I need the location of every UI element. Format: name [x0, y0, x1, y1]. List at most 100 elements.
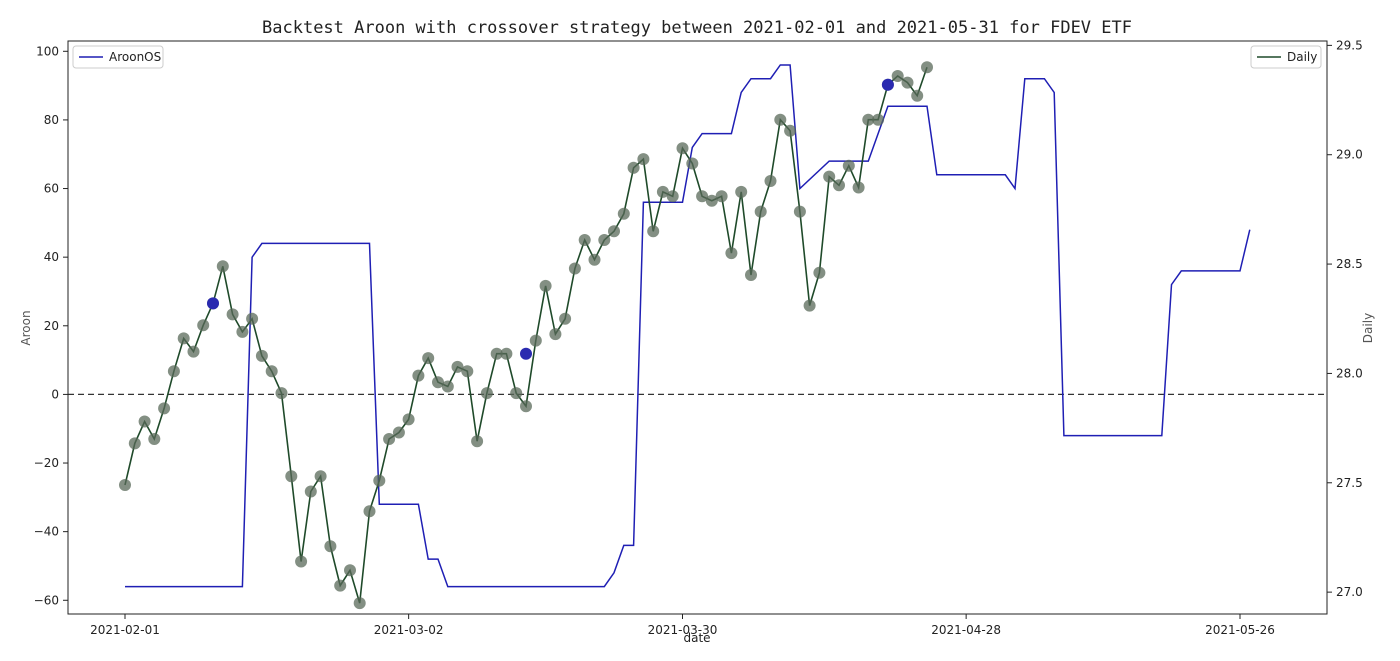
daily-point: [833, 179, 845, 192]
daily-series-layer: [119, 61, 933, 610]
daily-point: [745, 269, 757, 281]
daily-point: [451, 360, 464, 373]
daily-point: [128, 437, 141, 450]
daily-point: [764, 175, 777, 187]
daily-point: [813, 266, 826, 279]
daily-point: [598, 234, 611, 246]
daily-point: [314, 470, 327, 483]
y-right-tick-label: 29.5: [1336, 38, 1363, 52]
daily-point: [304, 485, 317, 498]
crossover-marker: [520, 347, 532, 360]
legend-right-box: [1250, 45, 1322, 69]
daily-point: [461, 365, 474, 378]
daily-point: [255, 349, 268, 362]
y-right-tick-label: 29.0: [1336, 148, 1363, 162]
crossover-marker: [881, 78, 894, 91]
daily-point: [823, 170, 836, 183]
daily-point: [549, 328, 562, 341]
daily-point: [852, 181, 865, 194]
daily-point: [373, 474, 386, 487]
y-right-tick-label: 27.5: [1336, 476, 1363, 490]
daily-point: [803, 299, 816, 312]
daily-point: [334, 579, 347, 592]
daily-point: [295, 555, 308, 568]
daily-point: [246, 312, 259, 325]
y-left-tick-label: −40: [34, 525, 59, 539]
daily-point: [148, 433, 161, 445]
legend-left-label: AroonOS: [109, 50, 161, 64]
x-axis-ticks: 2021-02-01 2021-03-02 2021-03-30 2021-04-28…: [90, 614, 1275, 637]
daily-point: [471, 435, 484, 448]
daily-point: [324, 540, 337, 553]
y-right-tick-label: 28.5: [1336, 257, 1363, 271]
daily-point: [529, 334, 542, 347]
daily-point: [275, 387, 288, 400]
daily-point: [236, 325, 249, 338]
daily-point: [735, 185, 748, 198]
daily-point: [754, 205, 767, 218]
daily-point: [842, 159, 855, 172]
daily-point: [432, 376, 444, 389]
daily-point: [187, 345, 200, 358]
crossover-marker: [207, 297, 219, 310]
y-left-tick-label: −20: [34, 456, 59, 470]
x-tick-label: 2021-05-26: [1205, 623, 1275, 637]
daily-point: [588, 253, 601, 266]
x-tick-label: 2021-04-28: [931, 623, 1001, 637]
daily-point: [119, 479, 131, 491]
daily-point: [872, 113, 885, 126]
aroon-series-line: [125, 64, 1251, 588]
daily-point: [363, 505, 376, 518]
y-right-axis-label: Daily: [1361, 313, 1375, 343]
y-left-axis-label: Aroon: [19, 310, 33, 345]
daily-point: [412, 369, 425, 382]
daily-point: [285, 470, 298, 483]
daily-point: [226, 308, 239, 321]
y-right-tick-label: 28.0: [1336, 366, 1363, 380]
daily-point: [686, 157, 699, 170]
y-right-tick-label: 27.0: [1336, 585, 1363, 599]
daily-point: [617, 207, 630, 220]
x-axis-label: date: [683, 631, 710, 645]
daily-point: [911, 89, 924, 102]
daily-point: [539, 279, 552, 292]
daily-point: [559, 312, 572, 325]
daily-point: [608, 225, 620, 238]
aroon-series-layer: [125, 64, 1251, 588]
daily-point: [725, 247, 738, 260]
daily-point: [784, 124, 797, 137]
daily-point: [568, 262, 581, 275]
daily-point: [500, 347, 513, 360]
daily-point: [216, 260, 229, 273]
daily-point: [177, 332, 190, 345]
daily-point: [480, 387, 493, 400]
x-tick-label: 2021-03-02: [374, 623, 444, 637]
daily-point: [715, 190, 728, 203]
crossover-marker-layer: [207, 78, 894, 360]
daily-point: [167, 365, 180, 378]
daily-point: [138, 415, 151, 428]
daily-point: [353, 597, 366, 610]
y-left-tick-label: 60: [44, 182, 59, 196]
daily-point: [578, 234, 591, 246]
y-right-axis-ticks: 27.0 27.5 28.0 28.5 29.0 29.5: [1327, 38, 1363, 599]
daily-point: [891, 70, 904, 82]
y-left-tick-label: 20: [44, 319, 59, 333]
daily-point: [705, 194, 718, 207]
daily-point: [441, 380, 454, 393]
daily-point: [490, 347, 503, 360]
daily-point: [422, 352, 435, 365]
daily-point: [901, 76, 914, 89]
legend-left: AroonOS: [72, 45, 164, 69]
daily-point: [666, 190, 679, 203]
legend-right: Daily: [1250, 45, 1322, 69]
x-tick-label: 2021-02-01: [90, 623, 160, 637]
x-tick-label: 2021-03-30: [648, 623, 718, 637]
daily-point: [197, 319, 210, 332]
plot-frame: [67, 40, 1328, 615]
daily-point: [158, 402, 171, 415]
daily-point: [793, 205, 806, 218]
daily-point: [265, 365, 278, 378]
